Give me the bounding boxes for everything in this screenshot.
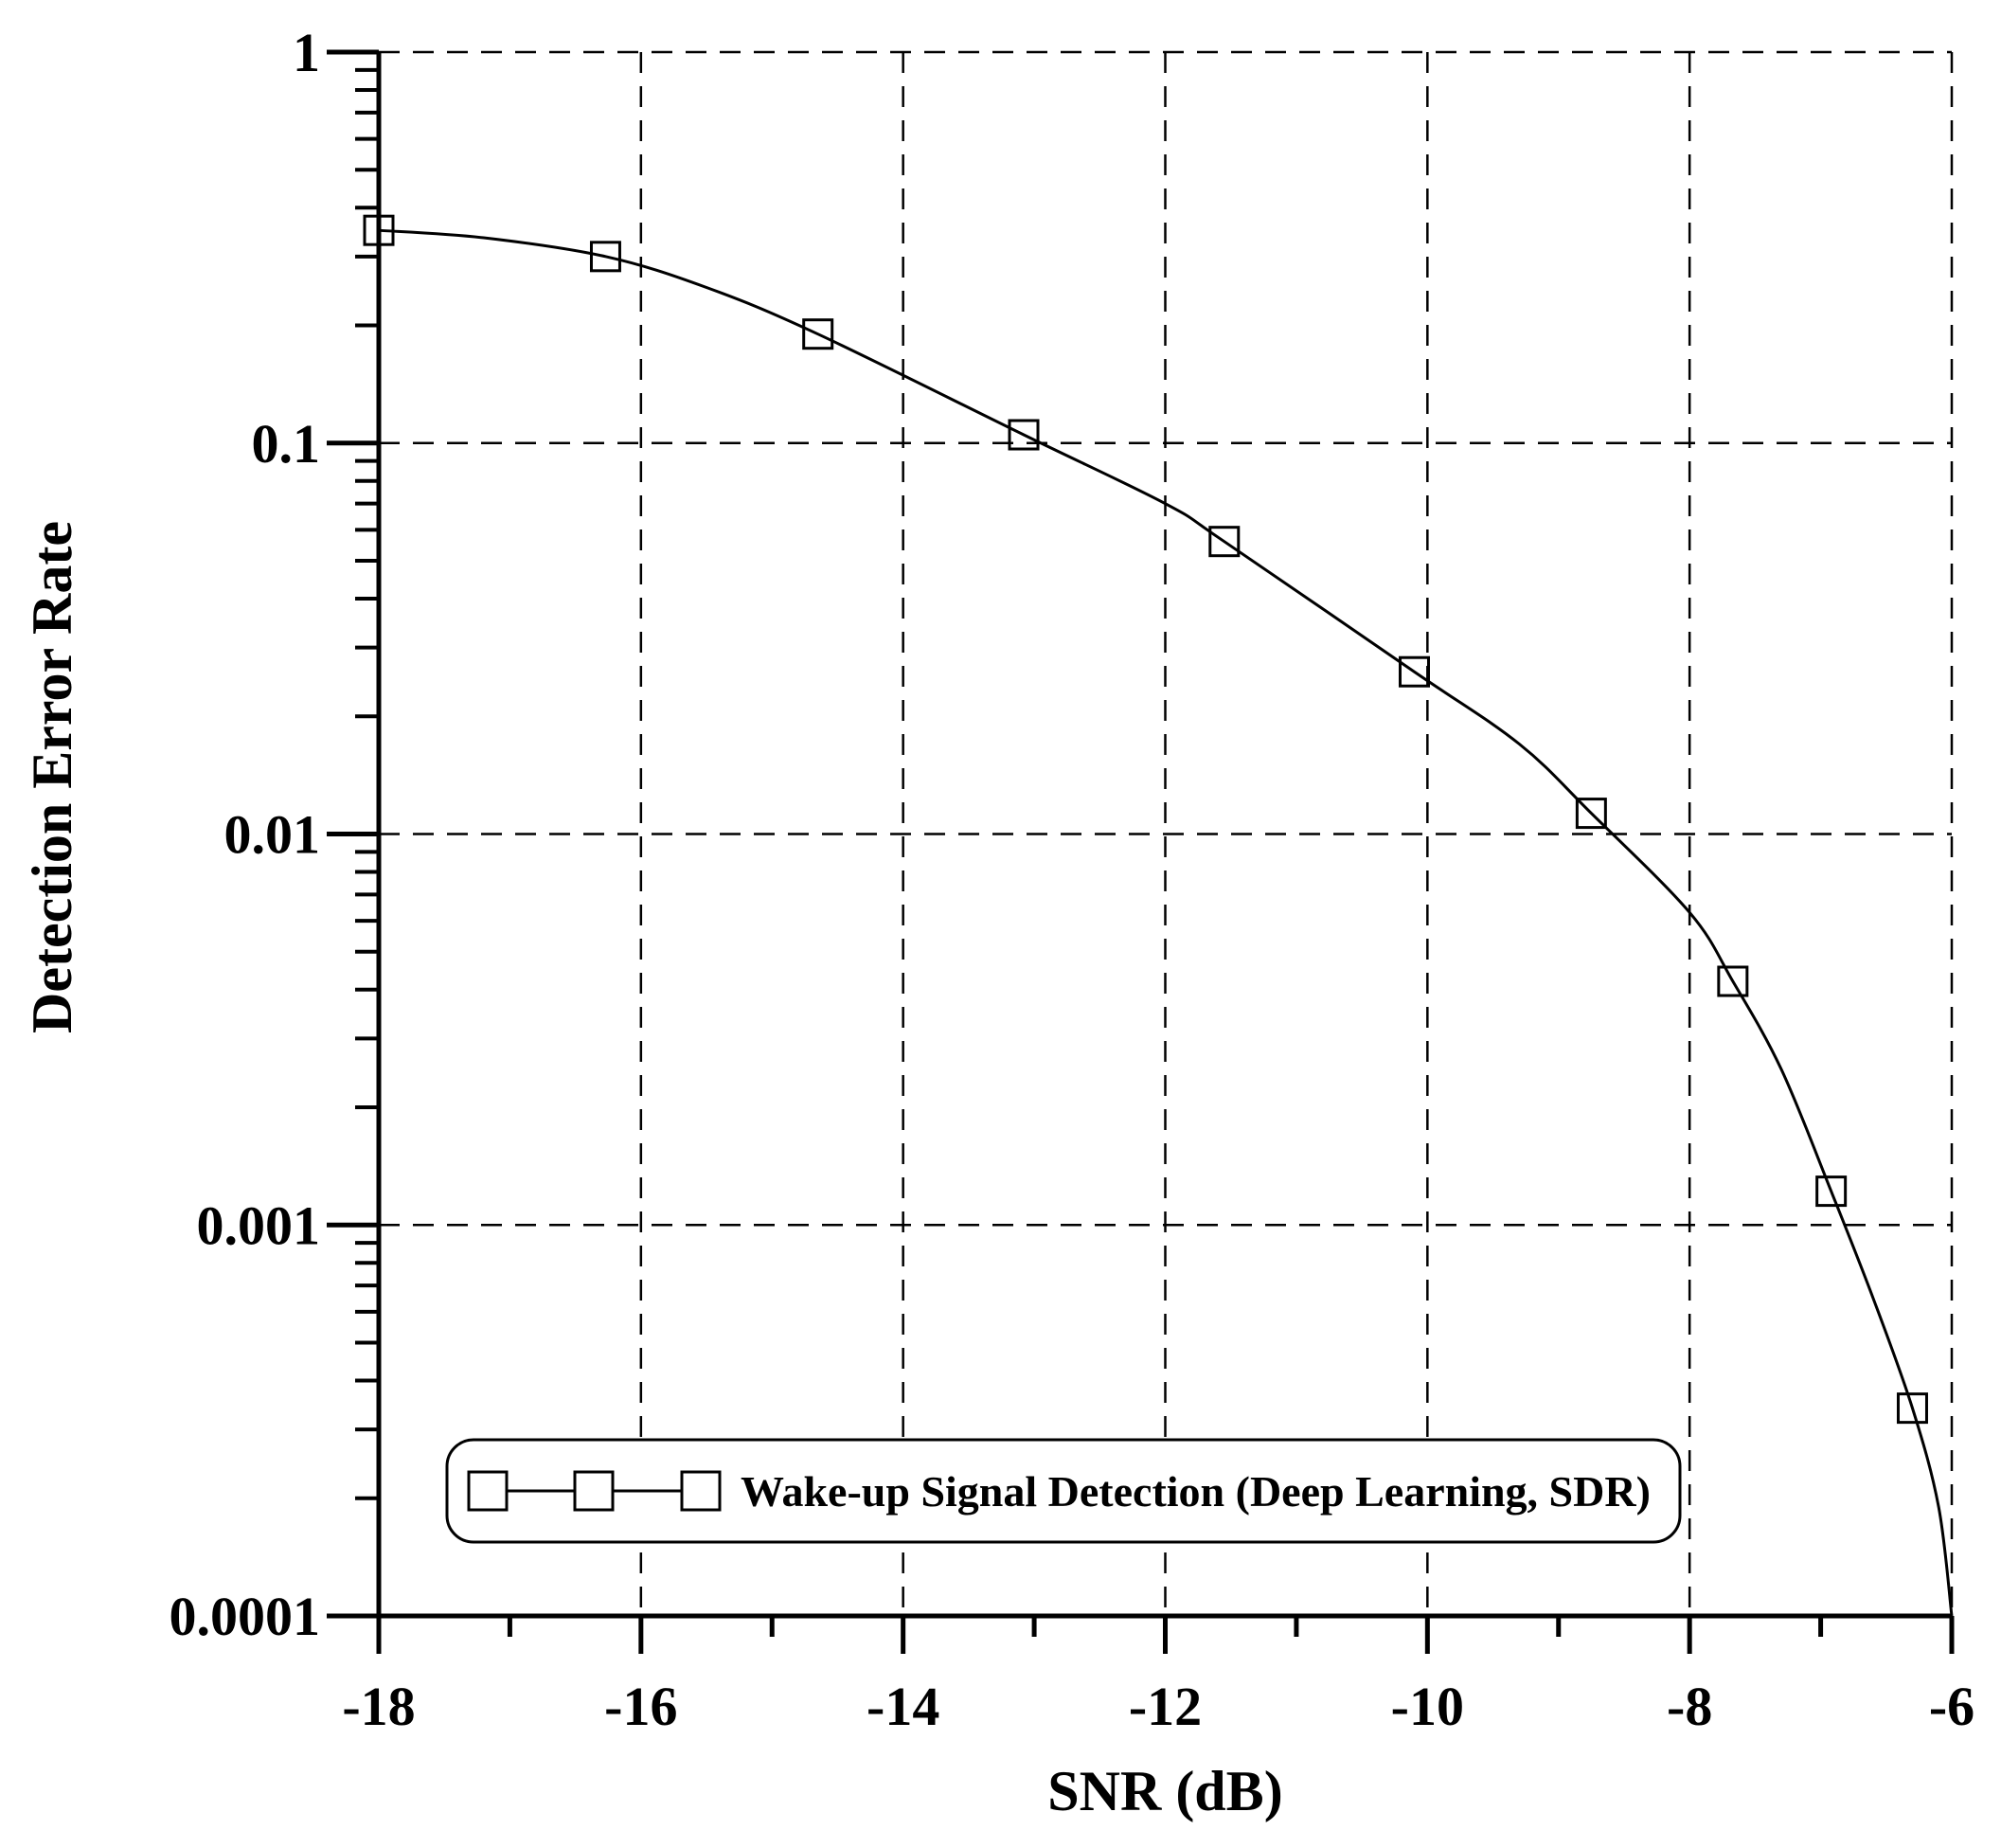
data-point-marker xyxy=(1896,1392,1928,1425)
x-axis-title: SNR (dB) xyxy=(1047,1760,1282,1822)
y-minor-ticks xyxy=(355,67,379,1500)
y-tick-label: 1 xyxy=(293,22,320,83)
series-line xyxy=(378,228,1954,1617)
data-point-marker xyxy=(1208,526,1241,558)
data-point-marker xyxy=(589,241,621,273)
legend-marker xyxy=(467,1470,509,1512)
legend: Wake-up Signal Detection (Deep Learning,… xyxy=(445,1438,1682,1544)
x-tick-label: -16 xyxy=(604,1676,677,1737)
data-point-marker xyxy=(802,318,834,350)
y-tick-label: 0.0001 xyxy=(170,1586,321,1647)
series-line-group xyxy=(378,228,1954,1617)
y-tick-label: 0.01 xyxy=(224,804,321,866)
y-ticks: 0.0001 0.001 0.01 0.1 1 xyxy=(170,22,379,1647)
x-tick-label: -8 xyxy=(1667,1676,1712,1737)
x-tick-label: -12 xyxy=(1129,1676,1202,1737)
x-tick-label: -14 xyxy=(867,1676,939,1737)
data-point-marker xyxy=(1398,655,1430,688)
x-tick-label: -10 xyxy=(1391,1676,1464,1737)
series-markers xyxy=(363,214,1928,1425)
legend-marker xyxy=(573,1470,615,1512)
axes xyxy=(327,52,1952,1637)
y-tick-label: 0.1 xyxy=(252,413,321,475)
y-axis-title: Detection Error Rate xyxy=(21,521,83,1033)
legend-label: Wake-up Signal Detection (Deep Learning,… xyxy=(741,1467,1651,1516)
legend-marker xyxy=(680,1470,722,1512)
x-tick-label: -18 xyxy=(342,1676,415,1737)
grid-lines xyxy=(379,50,1954,1616)
data-point-marker xyxy=(1815,1175,1848,1208)
x-ticks: -18 -16 -14 -12 -10 -8 -6 xyxy=(342,1616,1974,1737)
x-tick-label: -6 xyxy=(1929,1676,1974,1737)
data-point-marker xyxy=(363,214,395,246)
data-point-marker xyxy=(1008,419,1040,451)
legend-box xyxy=(445,1438,1682,1544)
data-point-marker xyxy=(1575,798,1607,830)
legend-markers xyxy=(467,1470,722,1512)
data-point-marker xyxy=(1717,965,1749,997)
y-tick-label: 0.001 xyxy=(197,1194,321,1256)
